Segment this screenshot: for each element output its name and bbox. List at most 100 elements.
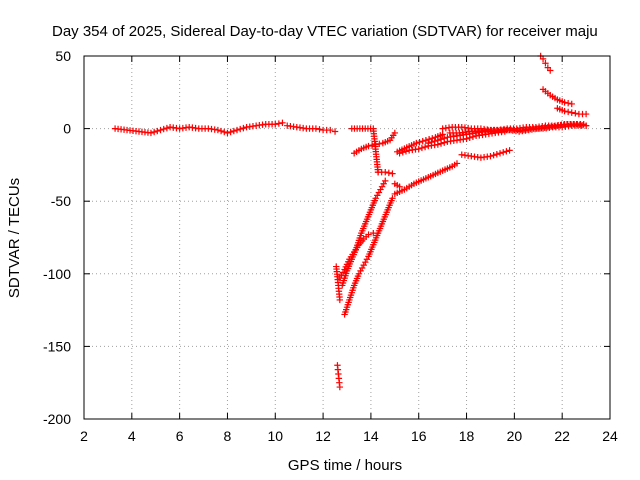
- data-point: [561, 99, 568, 106]
- x-tick-label: 20: [507, 428, 523, 444]
- data-point: [487, 152, 494, 160]
- data-point: [402, 148, 410, 155]
- data-point: [376, 140, 383, 148]
- x-tick-label: 14: [363, 428, 379, 444]
- plot-frame: [83, 55, 611, 420]
- series-steep-spike: [334, 362, 344, 391]
- series-rising-arc: [391, 160, 461, 198]
- x-tick-label: 18: [459, 428, 475, 444]
- data-point: [506, 147, 513, 154]
- data-point: [431, 137, 438, 145]
- x-tick-label: 6: [176, 428, 184, 444]
- data-point: [437, 136, 445, 143]
- series-recovery-lower: [341, 195, 396, 318]
- series-recovery-mid: [336, 229, 377, 282]
- data-point: [368, 142, 376, 149]
- data-point: [230, 127, 238, 135]
- x-tick-label: 16: [411, 428, 427, 444]
- data-points: [111, 52, 590, 391]
- series-steps-a: [374, 168, 396, 177]
- data-point: [396, 150, 403, 157]
- data-point: [214, 126, 222, 134]
- data-point: [275, 120, 283, 127]
- data-point: [312, 125, 320, 132]
- data-point: [415, 145, 422, 153]
- data-point: [365, 231, 372, 238]
- data-point: [160, 125, 167, 133]
- data-point: [425, 139, 432, 147]
- data-point: [163, 124, 171, 132]
- data-point: [416, 138, 423, 146]
- series-drop-onset: [333, 263, 344, 304]
- data-point: [413, 139, 420, 147]
- data-point: [547, 67, 554, 74]
- data-point: [561, 107, 568, 115]
- data-point: [568, 100, 575, 108]
- data-point: [500, 149, 507, 156]
- chart-title: Day 354 of 2025, Sidereal Day-to-day VTE…: [52, 23, 598, 40]
- y-tick-label: 0: [63, 121, 71, 137]
- data-point: [233, 126, 241, 134]
- data-point: [365, 142, 372, 150]
- y-tick-label: -50: [51, 193, 71, 209]
- data-point: [580, 121, 587, 128]
- data-point: [227, 128, 234, 136]
- data-point: [582, 110, 590, 118]
- x-axis-title: GPS time / hours: [288, 457, 402, 474]
- data-point: [428, 138, 435, 146]
- plot-border: [83, 55, 611, 420]
- series-late-arc: [554, 105, 590, 118]
- x-tick-label: 12: [315, 428, 331, 444]
- data-point: [434, 137, 442, 144]
- data-point: [147, 129, 155, 137]
- data-point: [490, 152, 497, 159]
- data-point: [453, 160, 461, 167]
- data-point: [568, 109, 575, 116]
- data-point: [237, 125, 244, 133]
- x-tick-label: 4: [128, 428, 136, 444]
- series-late-descent-mid: [539, 86, 575, 108]
- x-tick-label: 24: [602, 428, 618, 444]
- data-point: [539, 55, 547, 63]
- data-point: [439, 131, 446, 138]
- data-point: [564, 99, 572, 107]
- y-tick-label: 50: [55, 48, 71, 64]
- data-point: [370, 229, 377, 237]
- data-point: [572, 110, 579, 117]
- data-point: [385, 169, 393, 177]
- data-point: [336, 383, 344, 391]
- data-point: [503, 148, 510, 155]
- grid: [84, 56, 610, 419]
- data-point: [496, 150, 504, 157]
- y-tick-label: -150: [43, 338, 71, 354]
- series-mid-arc: [350, 129, 399, 157]
- data-point: [389, 170, 396, 177]
- x-tick-label: 8: [224, 428, 232, 444]
- series-baseline-pre-event: [284, 122, 339, 135]
- data-point: [224, 129, 231, 137]
- data-point: [389, 195, 396, 202]
- series-recovery-upper: [339, 177, 389, 289]
- y-tick-label: -200: [43, 411, 71, 427]
- data-point: [331, 128, 339, 135]
- data-point: [217, 127, 225, 135]
- x-tick-label: 22: [554, 428, 570, 444]
- y-axis-title: SDTVAR / TECUs: [6, 178, 23, 298]
- data-point: [564, 108, 572, 116]
- data-point: [441, 135, 448, 142]
- data-point: [418, 144, 426, 152]
- series-baseline-early: [111, 119, 286, 137]
- data-point: [391, 129, 399, 137]
- data-point: [272, 121, 279, 128]
- data-point: [382, 168, 389, 176]
- x-tick-label: 10: [267, 428, 283, 444]
- data-point: [421, 143, 429, 151]
- data-point: [240, 124, 247, 132]
- data-point: [327, 126, 334, 134]
- data-point: [399, 149, 406, 156]
- series-arc-g: [446, 121, 587, 137]
- data-point: [157, 126, 164, 134]
